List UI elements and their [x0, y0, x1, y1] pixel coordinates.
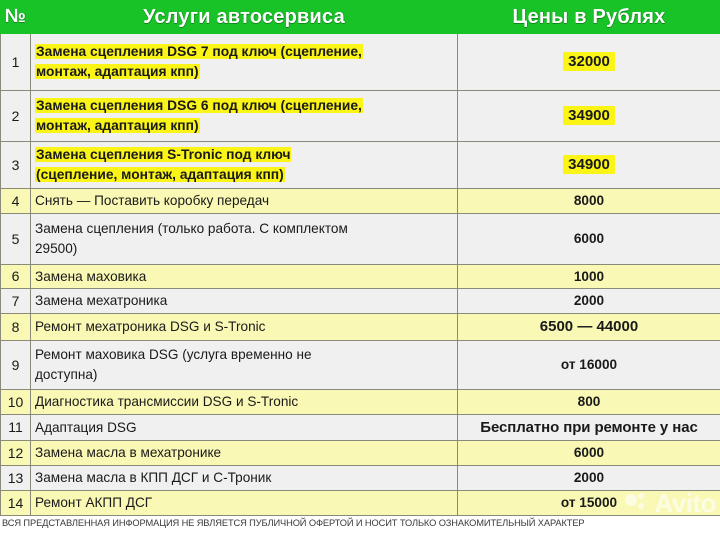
row-price: 1000 — [457, 263, 720, 290]
row-service: Замена сцепления S-Tronic под ключ (сцеп… — [30, 141, 458, 189]
row-service-line1: Замена сцепления DSG 6 под ключ (сцеплен… — [35, 98, 363, 113]
row-number: 3 — [0, 141, 31, 189]
table-row: 7 Замена мехатроника 2000 — [0, 288, 720, 315]
header-row: № Услуги автосервиса Цены в Рублях — [0, 0, 720, 34]
row-service: Снять — Поставить коробку передач — [30, 188, 458, 214]
table-row: 11 Адаптация DSG Бесплатно при ремонте у… — [0, 413, 720, 442]
row-number: 5 — [0, 212, 31, 265]
table-body: 1 Замена сцепления DSG 7 под ключ (сцепл… — [0, 33, 720, 517]
table-row: 3 Замена сцепления S-Tronic под ключ (сц… — [0, 141, 720, 189]
table-row: 8 Ремонт мехатроника DSG и S-Tronic 6500… — [0, 313, 720, 341]
row-service-line2: монтаж, адаптация кпп) — [35, 64, 200, 79]
table-row: 2 Замена сцепления DSG 6 под ключ (сцепл… — [0, 90, 720, 142]
row-service: Ремонт АКПП ДСГ — [30, 490, 458, 517]
row-service-line2: монтаж, адаптация кпп) — [35, 118, 200, 133]
row-service: Ремонт маховика DSG (услуга временно не … — [30, 339, 458, 390]
row-service-line1: Замена сцепления S-Tronic под ключ — [35, 147, 292, 162]
row-service-line2: (сцепление, монтаж, адаптация кпп) — [35, 167, 285, 182]
row-service: Диагностика трансмиссии DSG и S-Tronic — [30, 388, 458, 415]
row-number: 10 — [0, 388, 31, 415]
row-service-line1: Замена сцепления (только работа. С компл… — [35, 221, 348, 236]
row-price: 2000 — [457, 288, 720, 315]
row-service: Ремонт мехатроника DSG и S-Tronic — [30, 313, 458, 341]
row-price: 34900 — [457, 90, 720, 142]
row-service-line2: 29500) — [35, 240, 78, 256]
row-service: Замена масла в мехатронике — [30, 440, 458, 467]
row-service-line1: Замена сцепления DSG 7 под ключ (сцеплен… — [35, 44, 363, 59]
row-price: 32000 — [457, 33, 720, 91]
row-number: 6 — [0, 263, 31, 290]
row-price: 6000 — [457, 440, 720, 467]
table-header: № Услуги автосервиса Цены в Рублях — [0, 0, 720, 34]
row-number: 13 — [0, 465, 31, 492]
row-service: Замена мехатроника — [30, 288, 458, 315]
table-row: 13 Замена масла в КПП ДСГ и С-Троник 200… — [0, 465, 720, 492]
row-price: 2000 — [457, 465, 720, 492]
row-number: 2 — [0, 90, 31, 142]
row-price: от 15000 — [457, 490, 720, 517]
row-price-value: 34900 — [563, 155, 615, 175]
row-price: от 16000 — [457, 339, 720, 390]
row-price: 800 — [457, 388, 720, 415]
row-service: Замена масла в КПП ДСГ и С-Троник — [30, 465, 458, 492]
row-service: Замена сцепления (только работа. С компл… — [30, 212, 458, 265]
table-row: 10 Диагностика трансмиссии DSG и S-Troni… — [0, 388, 720, 415]
row-service: Замена сцепления DSG 6 под ключ (сцеплен… — [30, 90, 458, 142]
table-row: 5 Замена сцепления (только работа. С ком… — [0, 212, 720, 265]
row-price: 8000 — [457, 188, 720, 214]
row-service: Адаптация DSG — [30, 413, 458, 442]
table-row: 4 Снять — Поставить коробку передач 8000 — [0, 188, 720, 214]
row-number: 9 — [0, 339, 31, 390]
row-price: Бесплатно при ремонте у нас — [457, 413, 720, 442]
services-price-table: № Услуги автосервиса Цены в Рублях 1 Зам… — [0, 0, 720, 517]
row-number: 14 — [0, 490, 31, 517]
row-price-value: 32000 — [563, 52, 615, 72]
row-service: Замена маховика — [30, 263, 458, 290]
row-service-line1: Ремонт маховика DSG (услуга временно не — [35, 347, 312, 363]
row-service: Замена сцепления DSG 7 под ключ (сцеплен… — [30, 33, 458, 91]
row-number: 7 — [0, 288, 31, 315]
column-header-price: Цены в Рублях — [457, 0, 720, 34]
table-row: 1 Замена сцепления DSG 7 под ключ (сцепл… — [0, 33, 720, 91]
table-row: 12 Замена масла в мехатронике 6000 — [0, 440, 720, 467]
row-number: 11 — [0, 413, 31, 442]
table-row: 14 Ремонт АКПП ДСГ от 15000 — [0, 490, 720, 517]
row-number: 12 — [0, 440, 31, 467]
column-header-number: № — [0, 0, 31, 34]
row-price: 6000 — [457, 212, 720, 265]
table-row: 6 Замена маховика 1000 — [0, 263, 720, 290]
row-number: 1 — [0, 33, 31, 91]
row-service-line2: доступна) — [35, 366, 98, 382]
row-number: 4 — [0, 188, 31, 214]
table-row: 9 Ремонт маховика DSG (услуга временно н… — [0, 339, 720, 390]
row-price: 34900 — [457, 141, 720, 189]
row-price: 6500 — 44000 — [457, 313, 720, 341]
row-number: 8 — [0, 313, 31, 341]
column-header-service: Услуги автосервиса — [30, 0, 458, 34]
row-price-value: 34900 — [563, 106, 615, 126]
disclaimer-text: ВСЯ ПРЕДСТАВЛЕННАЯ ИНФОРМАЦИЯ НЕ ЯВЛЯЕТС… — [2, 518, 585, 528]
